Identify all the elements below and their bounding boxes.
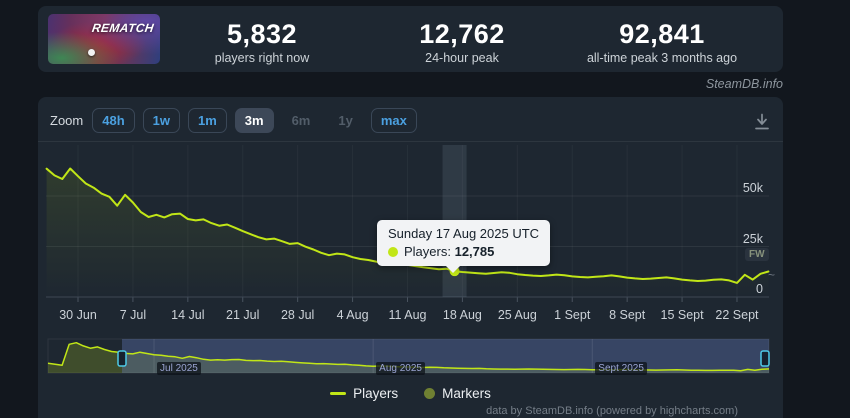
zoom-toolbar: Zoom 48h 1w 1m 3m 6m 1y max: [50, 108, 425, 133]
players-series-dot-icon: [388, 247, 398, 257]
navigator-month-label: Sept 2025: [595, 362, 647, 375]
steamdb-watermark: SteamDB.info: [705, 77, 783, 91]
chart-credit[interactable]: data by SteamDB.info (powered by highcha…: [486, 405, 738, 417]
zoom-button-3m[interactable]: 3m: [234, 108, 274, 133]
zoom-button-1m[interactable]: 1m: [187, 108, 227, 133]
zoom-label: Zoom: [50, 113, 84, 128]
tooltip-date: Sunday 17 Aug 2025 UTC: [388, 226, 540, 241]
game-logo: REMATCH: [91, 21, 155, 35]
partial-data-mark: ~: [768, 268, 776, 282]
navigator-month-label: Aug 2025: [376, 362, 425, 375]
chart-legend: Players Markers: [38, 386, 783, 401]
tooltip-players-value: 12,785: [454, 244, 495, 259]
y-axis-label: 0: [756, 282, 763, 296]
x-axis-label: 22 Sept: [715, 308, 759, 322]
current-players-value: 5,832: [226, 19, 298, 49]
alltime-peak-label: all-time peak 3 months ago: [586, 51, 738, 65]
free-weekend-flag[interactable]: FW: [745, 248, 769, 261]
navigator-month-label: Jul 2025: [157, 362, 201, 375]
players-swatch-icon: [330, 392, 347, 395]
x-axis-label: 18 Aug: [442, 308, 482, 322]
zoom-button-1y: 1y: [338, 113, 353, 128]
y-axis-label: 50k: [742, 181, 763, 195]
toolbar-separator: [38, 141, 783, 142]
legend-label: Markers: [442, 386, 491, 401]
x-axis-label: 11 Aug: [388, 308, 427, 322]
zoom-button-group: 48h 1w 1m 3m 6m 1y max: [92, 108, 425, 133]
x-axis-label: 15 Sept: [660, 308, 704, 322]
stat-alltime-peak: 92,841 all-time peak 3 months ago: [587, 19, 737, 65]
navigator-handle-left[interactable]: [117, 350, 127, 367]
legend-item-markers[interactable]: Markers: [424, 386, 491, 401]
x-axis-label: 28 Jul: [280, 308, 315, 322]
x-axis-label: 4 Aug: [336, 308, 369, 322]
legend-label: Players: [353, 386, 399, 401]
game-capsule-image: REMATCH: [48, 14, 160, 64]
stat-current-players: 5,832 players right now: [215, 19, 310, 65]
24h-peak-label: 24-hour peak: [425, 51, 499, 65]
x-axis-label: 8 Sept: [609, 308, 646, 322]
chart-tooltip: Sunday 17 Aug 2025 UTC Players: 12,785: [377, 220, 551, 273]
x-axis-label: 1 Sept: [554, 308, 591, 322]
x-axis-label: 25 Aug: [497, 308, 537, 322]
zoom-button-max[interactable]: max: [370, 108, 417, 133]
x-axis-label: 21 Jul: [226, 308, 260, 322]
x-axis-label: 14 Jul: [171, 308, 205, 322]
download-icon: [755, 113, 769, 130]
24h-peak-value: 12,762: [419, 19, 505, 49]
tooltip-series-label: Players:: [404, 244, 451, 259]
x-axis-label: 7 Jul: [119, 308, 147, 322]
tooltip-value-row: Players: 12,785: [388, 244, 539, 259]
x-axis-label: 30 Jun: [59, 308, 97, 322]
y-axis-label: 25k: [742, 231, 763, 246]
navigator-handle-right[interactable]: [760, 350, 770, 367]
markers-swatch-icon: [424, 388, 436, 399]
zoom-button-6m: 6m: [291, 113, 311, 128]
game-header-panel: REMATCH 5,832 players right now 12,762 2…: [38, 6, 783, 72]
soccer-ball-icon: [88, 49, 95, 56]
alltime-peak-value: 92,841: [619, 19, 705, 49]
navigator-selection[interactable]: [122, 339, 769, 373]
legend-item-players[interactable]: Players: [330, 386, 398, 401]
current-players-label: players right now: [214, 51, 310, 65]
zoom-button-1w[interactable]: 1w: [142, 108, 180, 133]
download-chart-button[interactable]: [752, 112, 772, 131]
stat-24h-peak: 12,762 24-hour peak: [419, 19, 505, 65]
zoom-button-48h[interactable]: 48h: [92, 108, 135, 133]
